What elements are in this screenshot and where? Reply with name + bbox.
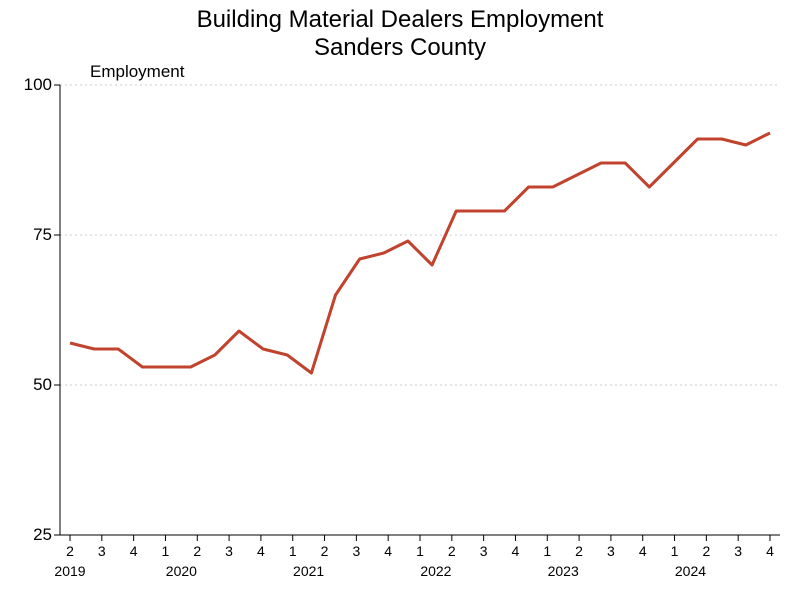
xtick-quarter-label: 3 xyxy=(225,543,233,559)
xtick-quarter-label: 2 xyxy=(193,543,201,559)
xtick-quarter-label: 3 xyxy=(607,543,615,559)
xtick-quarter-label: 1 xyxy=(289,543,297,559)
xtick-quarter-label: 2 xyxy=(448,543,456,559)
xtick-quarter-label: 4 xyxy=(130,543,138,559)
year-label: 2023 xyxy=(548,563,579,579)
ytick-label: 50 xyxy=(33,375,52,395)
xtick-quarter-label: 4 xyxy=(512,543,520,559)
xtick-quarter-label: 4 xyxy=(639,543,647,559)
xtick-quarter-label: 3 xyxy=(480,543,488,559)
xtick-quarter-label: 1 xyxy=(543,543,551,559)
year-label: 2019 xyxy=(54,563,85,579)
chart-container: Building Material Dealers Employment San… xyxy=(0,0,800,600)
ytick-label: 75 xyxy=(33,225,52,245)
year-label: 2021 xyxy=(293,563,324,579)
xtick-quarter-label: 2 xyxy=(575,543,583,559)
xtick-quarter-label: 2 xyxy=(702,543,710,559)
xtick-quarter-label: 3 xyxy=(352,543,360,559)
xtick-quarter-label: 4 xyxy=(257,543,265,559)
year-label: 2022 xyxy=(420,563,451,579)
year-label: 2024 xyxy=(675,563,706,579)
chart-svg xyxy=(0,0,800,600)
xtick-quarter-label: 3 xyxy=(734,543,742,559)
xtick-quarter-label: 1 xyxy=(162,543,170,559)
xtick-quarter-label: 1 xyxy=(671,543,679,559)
xtick-quarter-label: 4 xyxy=(384,543,392,559)
ytick-label: 100 xyxy=(24,75,52,95)
xtick-quarter-label: 2 xyxy=(66,543,74,559)
data-line xyxy=(70,133,770,373)
xtick-quarter-label: 3 xyxy=(98,543,106,559)
xtick-quarter-label: 1 xyxy=(416,543,424,559)
xtick-quarter-label: 4 xyxy=(766,543,774,559)
year-label: 2020 xyxy=(166,563,197,579)
ytick-label: 25 xyxy=(33,525,52,545)
xtick-quarter-label: 2 xyxy=(321,543,329,559)
